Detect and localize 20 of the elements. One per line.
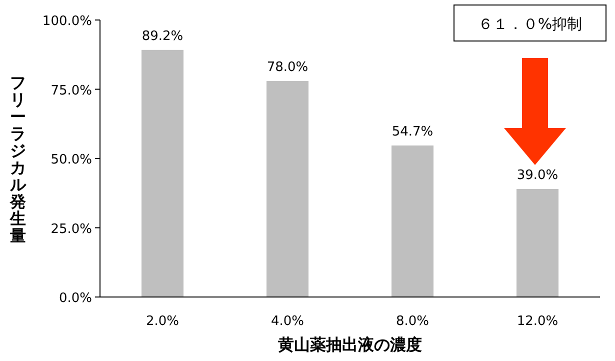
y-tick-label: 25.0% — [50, 222, 92, 237]
data-label: 54.7% — [392, 124, 434, 140]
bar — [516, 188, 558, 297]
x-tick-label: 2.0% — [146, 314, 180, 329]
bar — [392, 145, 434, 297]
y-tick-label: 100.0% — [42, 14, 92, 29]
y-tick-label: 0.0% — [58, 291, 92, 306]
x-tick-label: 4.0% — [270, 314, 304, 329]
bar — [266, 80, 308, 297]
x-tick-label: 12.0% — [516, 314, 558, 329]
annotation: ６１．０%抑制 — [478, 15, 582, 33]
text: フリーラジカル発生量 — [10, 73, 26, 245]
y-tick-label: 75.0% — [50, 83, 92, 98]
x-tick-label: 8.0% — [396, 314, 430, 329]
data-label: 89.2% — [142, 28, 184, 44]
bar — [142, 50, 184, 297]
data-label: 78.0% — [266, 60, 308, 75]
y-tick-label: 50.0% — [50, 152, 92, 168]
x-axis-title: 黄山薬抽出液の濃度 — [277, 335, 422, 354]
data-label: 39.0% — [516, 168, 558, 183]
